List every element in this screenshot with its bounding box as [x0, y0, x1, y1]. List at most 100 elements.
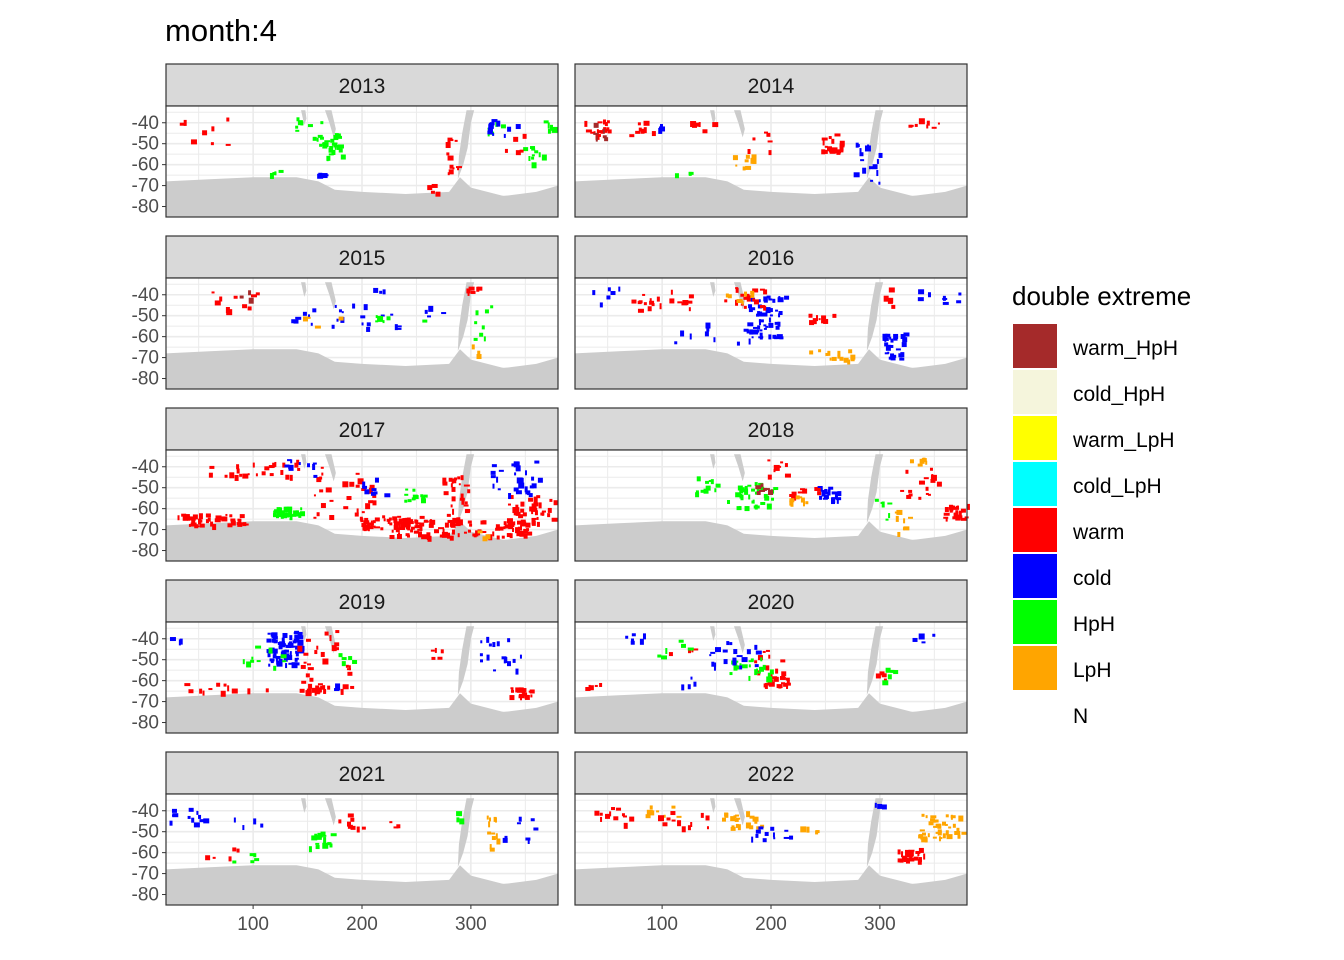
data-cell-HpH — [298, 512, 302, 518]
data-cell-warm — [515, 687, 522, 693]
data-cell-warm — [692, 648, 699, 651]
data-cell-cold — [723, 659, 728, 665]
data-cell-warm — [888, 287, 895, 293]
data-cell-warm — [394, 517, 398, 521]
data-cell-HpH — [474, 321, 478, 325]
data-cell-warm — [421, 534, 428, 540]
data-cell-cold — [196, 810, 199, 815]
data-cell-warm — [227, 523, 233, 528]
data-cell-warm — [393, 826, 399, 829]
data-cell-warm — [454, 139, 458, 142]
land-new-zealand — [324, 798, 336, 826]
data-cell-cold — [855, 142, 859, 148]
data-cell-LpH — [745, 165, 752, 170]
data-cell-warm — [447, 137, 453, 141]
data-cell-HpH — [297, 512, 302, 516]
data-cell-cold — [515, 124, 521, 130]
data-cell-warm — [515, 504, 519, 508]
data-cell-cold — [761, 312, 768, 317]
data-cell-warm — [215, 515, 222, 521]
data-cell-HpH — [887, 674, 892, 680]
data-cell-warm — [763, 683, 766, 688]
data-cell-HpH — [338, 135, 343, 139]
data-cell-cold — [515, 668, 519, 675]
data-cell-warm — [519, 149, 524, 153]
facet-panel-2013: 2013 -40-50-60-70-80 — [132, 63, 559, 218]
data-cell-LpH — [958, 815, 964, 822]
data-cell-warm — [316, 690, 321, 694]
data-cell-warm — [307, 667, 314, 671]
data-cell-HpH — [739, 494, 744, 499]
data-cell-LpH — [938, 836, 941, 842]
panel-border — [165, 277, 559, 390]
data-cell-HpH — [534, 150, 539, 154]
data-cell-warm — [365, 503, 371, 510]
data-cell-cold — [284, 464, 290, 468]
data-cell-HpH — [547, 122, 550, 129]
panel-border — [574, 105, 968, 218]
data-cell-cold — [334, 304, 337, 308]
data-cell-HpH — [696, 476, 701, 482]
data-cell-cold — [890, 357, 896, 361]
data-cell-warm — [452, 167, 455, 170]
data-cell-warm — [589, 685, 594, 691]
data-cell-warm — [681, 302, 688, 306]
data-cell-cold — [687, 684, 691, 690]
data-cell-warm — [188, 523, 191, 527]
data-cell-cold — [592, 290, 596, 296]
data-cell-warm — [528, 497, 534, 502]
data-cell-warm — [189, 516, 195, 521]
data-cell-warm — [238, 519, 242, 525]
data-cell-cold — [877, 803, 883, 809]
data-cell-HpH — [295, 129, 300, 132]
data-cell-cold — [493, 669, 497, 672]
data-cell-warm — [767, 474, 772, 480]
data-cell-cold — [758, 311, 763, 317]
data-cell-HpH — [710, 479, 714, 485]
data-cell-warm — [348, 665, 351, 671]
data-cell-warm — [431, 656, 436, 660]
data-cell-HpH — [708, 479, 712, 482]
data-cell-LpH — [489, 847, 495, 852]
data-cell-HpH — [328, 153, 334, 156]
data-cell-HpH — [874, 498, 879, 502]
data-cell-warm — [350, 825, 356, 830]
data-cell-cold — [306, 463, 310, 468]
data-cell-warm — [319, 489, 324, 493]
data-cell-warm — [547, 513, 551, 518]
data-cell-cold — [531, 483, 537, 489]
data-cell-cold — [831, 491, 838, 495]
data-cell-warm — [495, 527, 501, 531]
data-cell-HpH — [754, 491, 757, 495]
data-cell-cold — [831, 497, 836, 504]
facet-strip-label: 2022 — [748, 763, 795, 786]
data-cell-HpH — [295, 510, 299, 517]
data-cell-warm — [315, 685, 320, 692]
data-cell-warm — [604, 122, 608, 127]
data-cell-warm — [900, 489, 905, 492]
land-south-america — [457, 454, 475, 524]
data-cell-cold — [295, 650, 298, 654]
data-cell-warm — [274, 461, 277, 467]
data-cell-LpH — [827, 350, 831, 356]
data-cell-LpH — [818, 349, 822, 353]
data-cell-cold — [889, 336, 892, 340]
data-cell-LpH — [937, 823, 942, 829]
data-cell-HpH — [753, 505, 760, 509]
data-cell-warm_HpH — [593, 132, 599, 135]
data-cell-LpH — [908, 516, 914, 519]
data-cell-warm — [398, 518, 403, 522]
data-cell-warm — [177, 515, 180, 521]
land-antarctica — [575, 349, 967, 389]
data-cell-warm — [365, 524, 371, 528]
land-tasmania — [710, 282, 716, 297]
data-cell-warm — [451, 478, 454, 484]
data-cell-warm — [468, 286, 475, 291]
data-cell-warm — [451, 529, 455, 535]
data-cell-cold — [531, 476, 535, 481]
legend-swatch-cold_HpH — [1013, 370, 1057, 414]
data-cell-warm — [507, 503, 511, 506]
data-cell-cold — [774, 321, 779, 325]
data-cell-warm — [530, 694, 533, 698]
data-cell-cold — [530, 818, 535, 822]
